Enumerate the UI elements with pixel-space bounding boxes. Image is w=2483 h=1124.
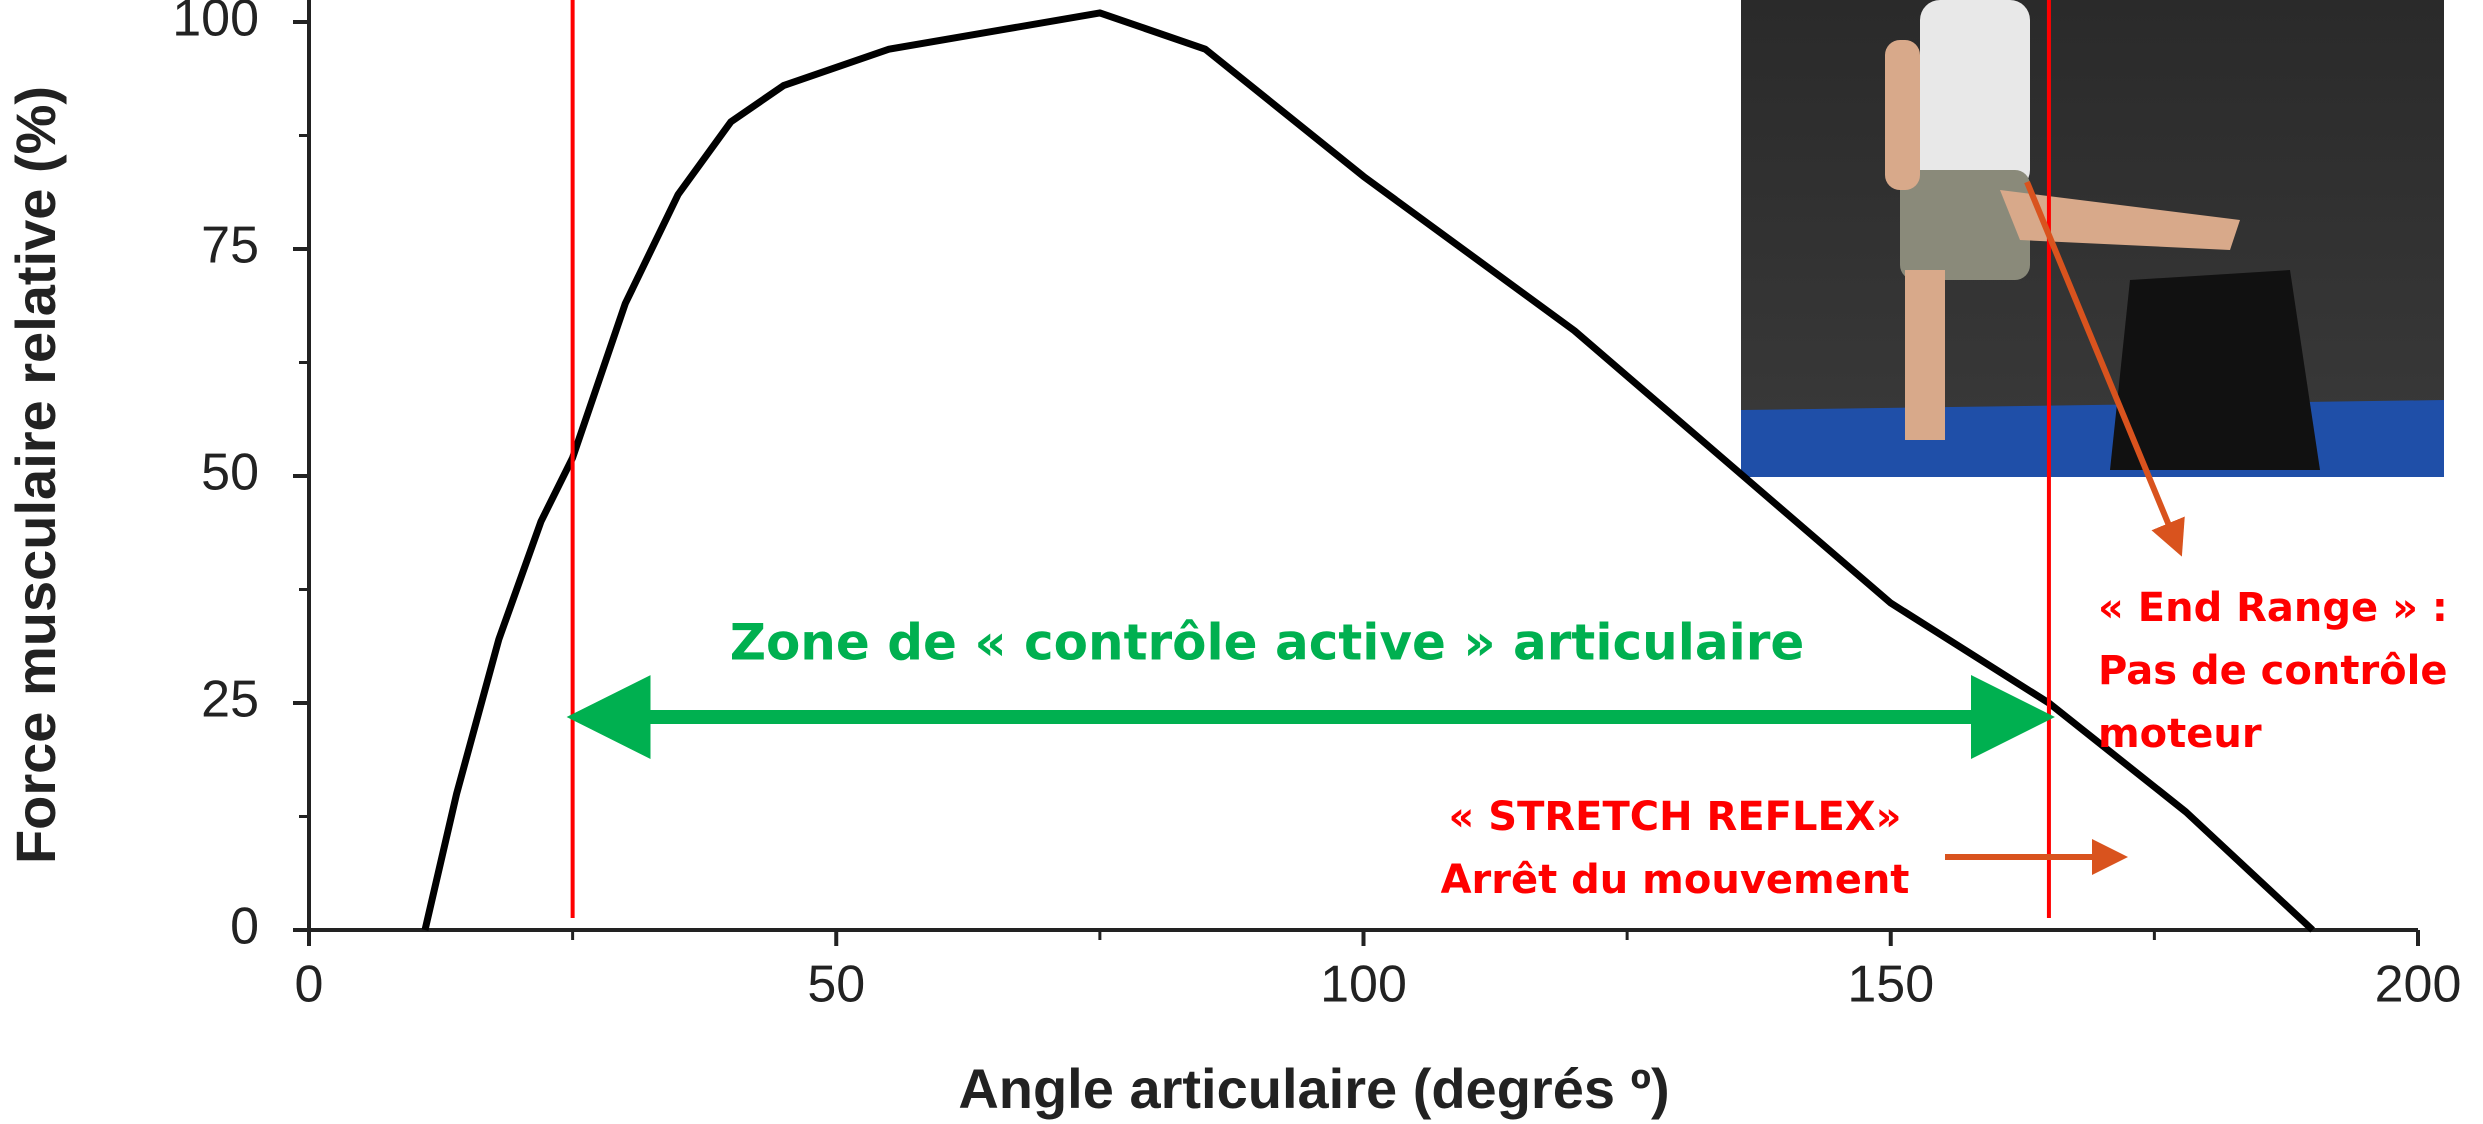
chart: Force musculaire relative (%) Angle arti… bbox=[0, 0, 2483, 1124]
zone-label: Zone de « contrôle active » articulaire bbox=[730, 614, 1805, 672]
end-range-note: moteur bbox=[2098, 711, 2262, 757]
y-tick-label: 25 bbox=[201, 671, 259, 729]
y-tick-label: 0 bbox=[230, 898, 259, 956]
stretch-note: Arrêt du mouvement bbox=[1441, 857, 1910, 903]
y-axis-title: Force musculaire relative (%) bbox=[4, 86, 67, 864]
x-axis-title: Angle articulaire (degrés º) bbox=[958, 1057, 1669, 1120]
photo-inset bbox=[1741, 0, 2444, 477]
y-tick-label: 75 bbox=[201, 217, 259, 275]
x-tick-label: 100 bbox=[1320, 956, 1407, 1014]
y-tick-label: 50 bbox=[201, 444, 259, 502]
end-range-note: Pas de contrôle bbox=[2098, 648, 2448, 694]
x-tick-label: 200 bbox=[2375, 956, 2462, 1014]
stretch-note: « STRETCH REFLEX» bbox=[1449, 794, 1902, 840]
x-tick-label: 0 bbox=[295, 956, 324, 1014]
x-tick-label: 150 bbox=[1847, 956, 1934, 1014]
y-tick-label: 100 bbox=[172, 0, 259, 48]
x-tick-label: 50 bbox=[807, 956, 865, 1014]
end-range-note: « End Range » : bbox=[2098, 585, 2448, 631]
